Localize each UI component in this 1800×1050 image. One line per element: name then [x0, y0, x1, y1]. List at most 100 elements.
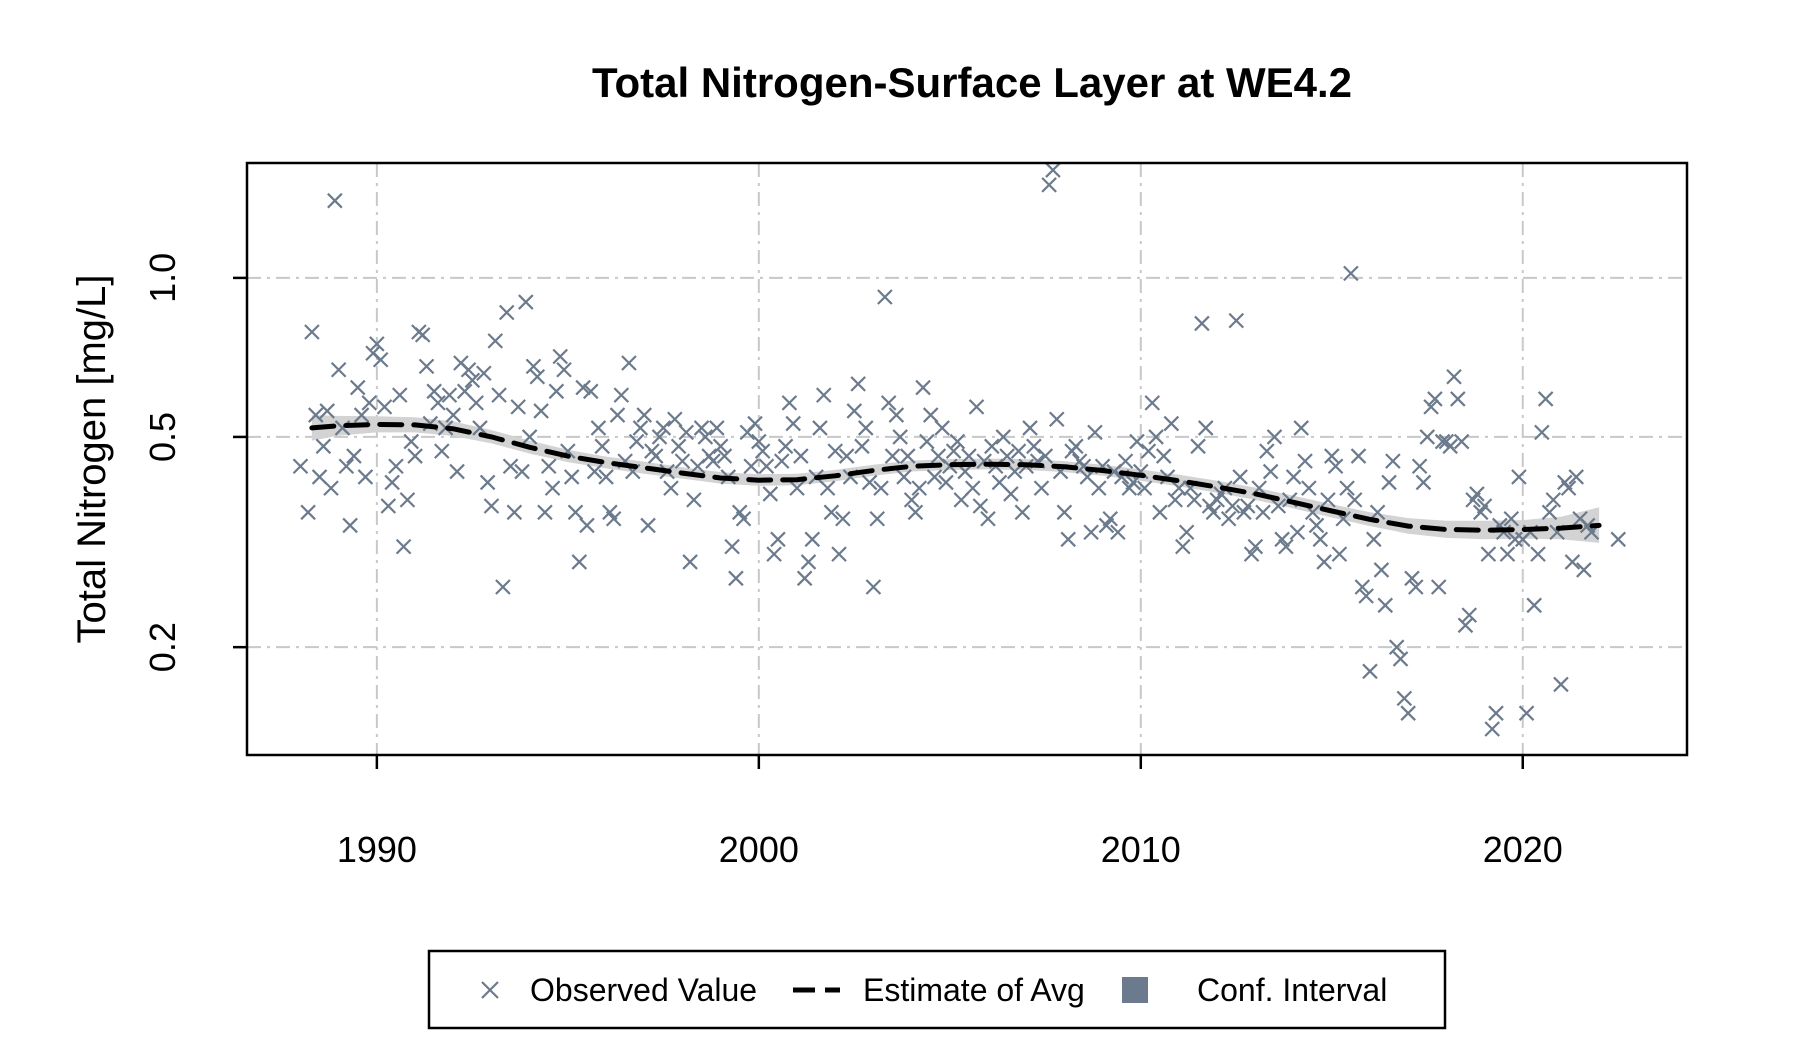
observed-point	[781, 395, 798, 411]
x-tick-label: 1990	[337, 829, 417, 870]
observed-point	[877, 289, 893, 305]
observed-point	[1110, 524, 1126, 541]
observed-point	[533, 403, 549, 419]
observed-point	[880, 395, 897, 411]
chart-title: Total Nitrogen-Surface Layer at WE4.2	[592, 59, 1352, 106]
observed-point	[651, 429, 668, 445]
observed-point	[896, 469, 912, 485]
observed-point	[1285, 469, 1302, 485]
observed-point	[1087, 424, 1103, 441]
observed-point	[716, 448, 733, 464]
observed-point	[1404, 570, 1420, 587]
observed-point	[1362, 663, 1378, 680]
observed-point	[1224, 498, 1241, 514]
x-tick-label: 2010	[1101, 829, 1181, 870]
observed-point	[1442, 438, 1458, 455]
observed-point	[1331, 546, 1348, 562]
observed-point	[926, 469, 943, 485]
observed-point	[789, 480, 805, 496]
observed-point	[1301, 480, 1317, 496]
observed-point	[1568, 469, 1585, 485]
observed-point	[1316, 554, 1332, 570]
observed-point	[537, 504, 553, 521]
observed-point	[754, 443, 771, 459]
observed-point	[495, 579, 511, 595]
observed-point	[1377, 597, 1394, 614]
observed-point	[357, 469, 374, 485]
observed-point	[1259, 443, 1275, 459]
plot-frame	[245, 161, 1689, 757]
observed-point	[502, 458, 519, 475]
observed-point	[1484, 721, 1500, 737]
observed-point	[949, 433, 966, 450]
observed-point	[1541, 504, 1558, 521]
observed-point	[521, 429, 538, 445]
observed-point	[491, 387, 507, 403]
observed-point	[1339, 480, 1355, 496]
observed-point	[1537, 391, 1554, 407]
observed-point	[380, 498, 397, 514]
observed-point	[609, 407, 626, 423]
observed-point	[460, 362, 477, 378]
observed-point	[1045, 162, 1061, 178]
observed-point	[361, 395, 378, 411]
observed-point	[705, 453, 721, 469]
y-tick-label: 0.2	[142, 622, 183, 672]
observed-point	[1026, 438, 1042, 455]
observed-point	[307, 407, 324, 423]
observed-point	[590, 420, 607, 436]
observed-point	[1469, 486, 1485, 502]
observed-point	[999, 448, 1015, 464]
observed-point	[1366, 531, 1382, 548]
observed-point	[647, 448, 664, 464]
observed-point	[1327, 458, 1344, 475]
observed-point	[372, 351, 389, 368]
y-axis: 0.2 0.5 1.0	[142, 253, 247, 672]
observed-point	[1117, 453, 1134, 469]
legend-label-ci: Conf. Interval	[1197, 972, 1387, 1008]
observed-point	[1423, 399, 1439, 415]
observed-point	[506, 504, 523, 521]
observed-point	[743, 458, 759, 475]
observed-point	[1022, 420, 1038, 436]
observed-point	[1274, 531, 1290, 548]
observed-point	[1278, 538, 1294, 555]
legend-box	[427, 949, 1447, 1030]
observed-point	[552, 348, 568, 365]
observed-point	[888, 407, 905, 423]
observed-point	[579, 517, 595, 534]
observed-point	[426, 383, 442, 400]
observed-point	[1163, 415, 1180, 432]
observed-point	[884, 448, 901, 464]
observed-point	[1373, 562, 1390, 578]
observed-point	[628, 433, 645, 450]
observed-point	[709, 420, 725, 436]
observed-point	[556, 362, 572, 378]
observed-point	[1400, 705, 1416, 721]
observed-point	[1048, 411, 1065, 428]
observed-point	[915, 379, 931, 396]
observed-point	[315, 438, 332, 455]
observed-point	[1369, 504, 1386, 521]
observed-point	[1320, 492, 1336, 508]
observed-point	[1434, 433, 1451, 450]
observed-point	[1289, 524, 1306, 541]
observed-point	[598, 469, 614, 485]
observed-point	[1175, 538, 1191, 555]
estimate-path	[309, 421, 1602, 533]
observed-point	[919, 433, 935, 450]
observed-point	[342, 517, 358, 534]
observed-point	[1358, 588, 1374, 604]
observed-point	[1308, 517, 1325, 534]
observed-point	[582, 383, 599, 400]
legend-label-estimate: Estimate of Avg	[863, 972, 1085, 1008]
observed-point	[850, 376, 866, 392]
observed-point	[575, 379, 591, 396]
observed-point	[697, 429, 714, 445]
observed-point	[476, 365, 492, 382]
observed-point	[1171, 480, 1187, 496]
observed-point	[1243, 546, 1260, 562]
observed-point	[835, 510, 851, 527]
observed-point	[1457, 617, 1474, 634]
observed-point	[1266, 429, 1283, 445]
